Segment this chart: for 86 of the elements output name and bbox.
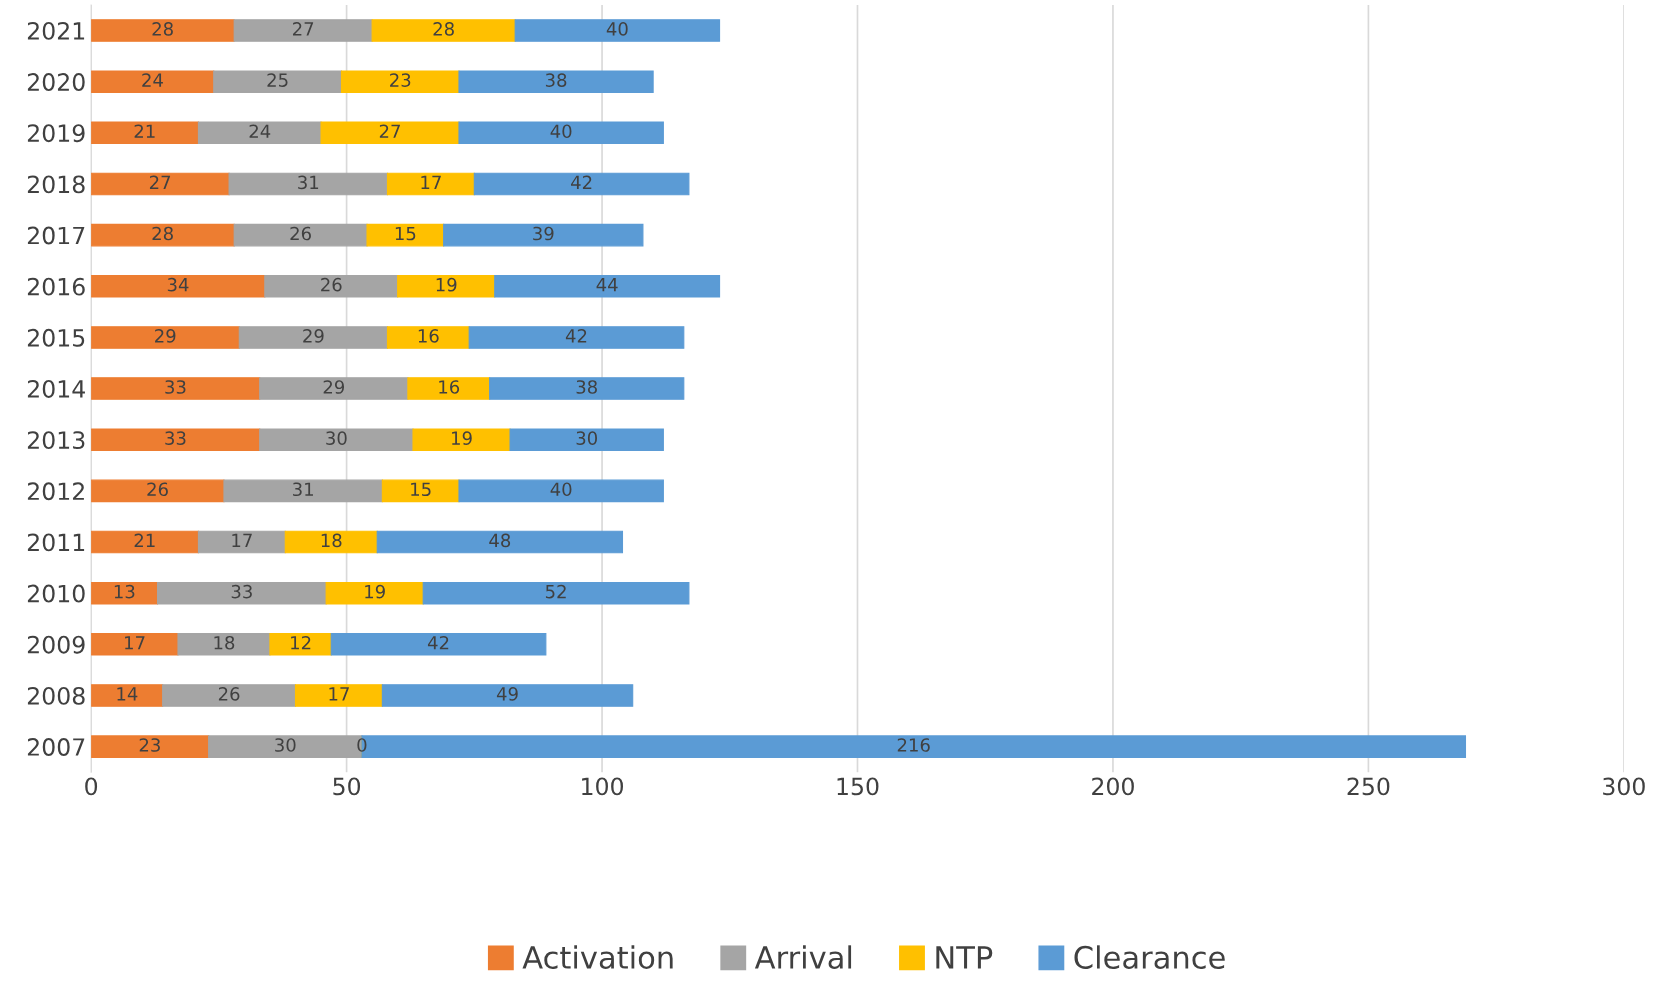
data-label: 13: [114, 584, 135, 599]
y-tick-label: 2007: [27, 738, 85, 756]
data-label: 17: [421, 175, 441, 189]
data-label: 15: [395, 226, 416, 241]
data-label: 30: [576, 431, 597, 445]
data-label: 40: [550, 482, 572, 497]
data-label: 18: [321, 533, 342, 548]
x-tick-label: 250: [1347, 777, 1390, 796]
y-tick-label: 2016: [27, 277, 85, 296]
data-label: 24: [249, 124, 271, 138]
data-label: 26: [218, 687, 240, 701]
data-label: 16: [439, 380, 460, 394]
x-tick-label: 150: [837, 777, 879, 796]
data-label: 216: [897, 738, 930, 752]
data-label: 12: [291, 635, 311, 650]
y-tick-label: 2013: [27, 431, 85, 450]
data-label: 29: [303, 329, 324, 343]
data-label: 18: [214, 635, 235, 650]
data-label: 16: [418, 329, 439, 343]
data-label: 30: [326, 431, 347, 445]
data-label: 17: [125, 636, 145, 650]
data-label: 38: [545, 73, 567, 87]
data-label: 40: [550, 124, 572, 139]
data-label: 31: [293, 482, 313, 497]
data-label: 27: [379, 124, 400, 138]
y-tick-label: 2010: [27, 584, 85, 603]
y-tick-label: 2019: [27, 124, 85, 143]
legend-label: NTP: [936, 946, 993, 969]
data-label: 21: [134, 533, 155, 548]
data-label: 40: [606, 22, 628, 36]
data-label: 26: [290, 226, 311, 241]
y-tick-label: 2018: [27, 175, 85, 194]
y-tick-label: 2009: [27, 635, 85, 654]
data-label: 0: [357, 738, 367, 752]
data-label: 21: [134, 124, 155, 138]
data-label: 34: [167, 277, 189, 292]
data-label: 27: [293, 22, 314, 36]
data-label: 27: [149, 175, 171, 189]
data-label: 17: [232, 533, 252, 548]
data-label: 23: [139, 738, 160, 752]
data-label: 14: [117, 687, 138, 701]
y-tick-label: 2008: [27, 686, 85, 705]
y-tick-label: 2014: [27, 380, 85, 398]
data-label: 52: [545, 584, 566, 599]
data-label: 17: [329, 687, 349, 701]
data-label: 15: [411, 482, 431, 497]
data-label: 23: [390, 73, 411, 87]
data-label: 26: [321, 277, 342, 292]
x-tick-label: 50: [333, 777, 361, 796]
data-label: 33: [231, 584, 252, 599]
data-label: 29: [155, 329, 176, 343]
data-label: 29: [323, 380, 345, 394]
y-tick-label: 2012: [27, 482, 84, 501]
x-tick-label: 100: [582, 777, 624, 796]
legend-label: Arrival: [754, 945, 852, 969]
data-label: 42: [427, 635, 449, 650]
data-label: 19: [436, 277, 457, 292]
data-label: 25: [267, 73, 288, 87]
y-tick-label: 2011: [27, 533, 85, 552]
data-label: 19: [452, 431, 472, 445]
data-label: 39: [533, 226, 554, 241]
legend-label: Clearance: [1074, 945, 1225, 969]
data-label: 19: [365, 584, 385, 599]
data-label: 28: [433, 22, 454, 36]
data-label: 44: [596, 278, 618, 292]
data-label: 42: [571, 175, 592, 189]
y-tick-label: 2021: [27, 21, 85, 40]
x-tick-label: 200: [1092, 777, 1134, 796]
data-label: 26: [147, 482, 168, 497]
data-label: 48: [489, 533, 511, 548]
data-label: 24: [142, 73, 163, 87]
data-label: 33: [165, 431, 186, 445]
data-label: 28: [152, 22, 173, 36]
data-label: 38: [576, 380, 597, 394]
x-tick-label: 0: [85, 777, 98, 796]
x-tick-label: 300: [1603, 777, 1645, 796]
data-label: 28: [152, 226, 173, 241]
data-label: 30: [275, 738, 296, 752]
data-label: 49: [496, 687, 518, 701]
y-tick-label: 2015: [27, 328, 85, 347]
data-label: 42: [565, 329, 587, 343]
y-tick-label: 2017: [27, 226, 85, 245]
legend-label: Activation: [522, 945, 673, 969]
y-tick-label: 2020: [27, 73, 85, 91]
data-label: 31: [298, 175, 319, 190]
data-label: 33: [165, 380, 186, 394]
